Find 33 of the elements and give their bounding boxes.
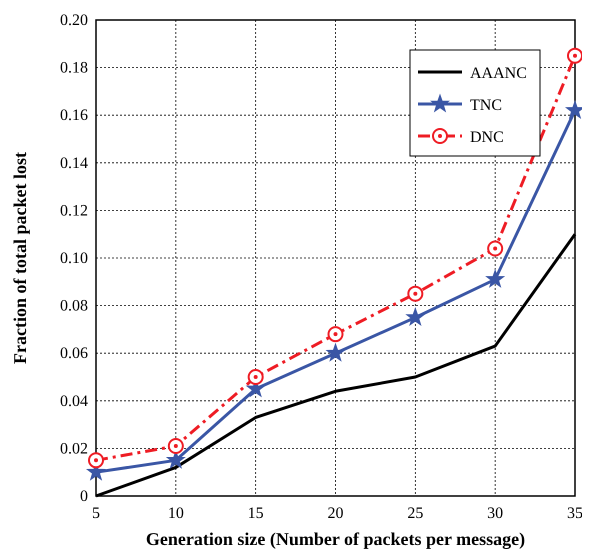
legend-label: AAANC bbox=[470, 65, 527, 82]
y-tick-label: 0.14 bbox=[60, 154, 88, 172]
point bbox=[487, 240, 504, 256]
x-tick-label: 25 bbox=[407, 505, 424, 522]
point bbox=[168, 438, 184, 454]
point bbox=[328, 326, 344, 342]
y-axis-title: Fraction of total packet lost bbox=[10, 152, 30, 364]
point bbox=[567, 48, 582, 64]
y-tick-label: 0.10 bbox=[60, 250, 88, 267]
x-tick-label: 30 bbox=[487, 505, 504, 522]
y-tick-label: 0.08 bbox=[60, 298, 88, 315]
x-tick-label: 35 bbox=[567, 505, 583, 522]
x-tick-label: 10 bbox=[168, 505, 184, 522]
x-tick-label: 5 bbox=[92, 505, 100, 522]
y-tick-label: 0.20 bbox=[60, 12, 88, 29]
y-tick-label: 0.06 bbox=[60, 345, 88, 362]
point bbox=[326, 344, 345, 361]
legend-label: DNC bbox=[470, 129, 504, 146]
x-tick-label: 15 bbox=[248, 505, 264, 522]
y-tick-label: 0.16 bbox=[60, 107, 88, 124]
x-axis-title: Generation size (Number of packets per message) bbox=[146, 529, 526, 549]
point bbox=[406, 308, 424, 326]
y-tick-label: 0.02 bbox=[60, 440, 88, 458]
legend-label: TNC bbox=[470, 97, 502, 114]
point bbox=[407, 286, 424, 302]
point bbox=[248, 369, 264, 385]
y-tick-label: 0.18 bbox=[60, 60, 88, 77]
y-tick-label: 0 bbox=[80, 488, 88, 505]
point bbox=[486, 270, 504, 288]
y-tick-label: 0.12 bbox=[60, 202, 88, 220]
point bbox=[88, 452, 104, 468]
y-tick-label: 0.04 bbox=[60, 392, 88, 410]
x-tick-label: 20 bbox=[328, 505, 344, 522]
